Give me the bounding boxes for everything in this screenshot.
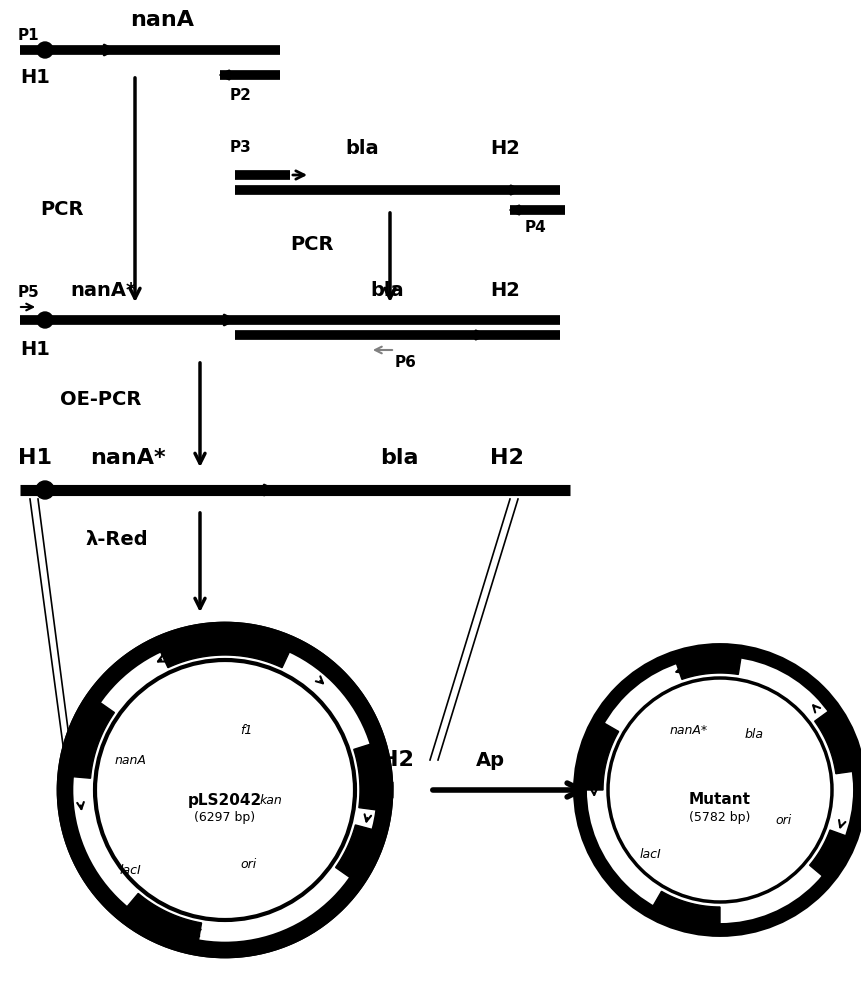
Text: bla: bla bbox=[380, 448, 418, 468]
Text: bla: bla bbox=[370, 281, 404, 300]
Text: P2: P2 bbox=[230, 88, 252, 103]
Text: nanA: nanA bbox=[115, 754, 147, 766]
Text: P6: P6 bbox=[395, 355, 417, 370]
Polygon shape bbox=[71, 701, 115, 778]
Text: Mutant: Mutant bbox=[689, 792, 751, 808]
Text: lacI: lacI bbox=[120, 863, 142, 876]
Text: H2: H2 bbox=[490, 281, 520, 300]
Text: kan: kan bbox=[260, 794, 282, 806]
Text: bla: bla bbox=[345, 139, 379, 158]
Text: H2: H2 bbox=[490, 139, 520, 158]
Polygon shape bbox=[676, 655, 741, 679]
Text: ori: ori bbox=[240, 858, 257, 871]
Polygon shape bbox=[815, 711, 854, 774]
Text: PCR: PCR bbox=[290, 235, 333, 254]
Polygon shape bbox=[809, 830, 847, 877]
Circle shape bbox=[37, 312, 53, 328]
Circle shape bbox=[36, 481, 54, 499]
Text: Ap: Ap bbox=[475, 751, 505, 770]
Text: ori: ori bbox=[775, 814, 791, 826]
Text: P3: P3 bbox=[230, 140, 251, 155]
Polygon shape bbox=[159, 635, 238, 668]
Text: P5: P5 bbox=[18, 285, 40, 300]
Text: pLS2042: pLS2042 bbox=[188, 792, 262, 808]
Text: H2: H2 bbox=[380, 750, 414, 770]
Text: nanA: nanA bbox=[130, 10, 194, 30]
Text: nanA*: nanA* bbox=[70, 281, 136, 300]
Circle shape bbox=[37, 42, 53, 58]
Text: (5782 bp): (5782 bp) bbox=[690, 812, 751, 824]
Text: H1: H1 bbox=[20, 68, 50, 87]
Text: H1: H1 bbox=[18, 448, 52, 468]
Text: H2: H2 bbox=[490, 448, 523, 468]
Polygon shape bbox=[585, 722, 619, 790]
Text: H1: H1 bbox=[20, 340, 50, 359]
Text: f1: f1 bbox=[240, 724, 252, 736]
Polygon shape bbox=[237, 636, 290, 668]
Polygon shape bbox=[126, 893, 201, 943]
Circle shape bbox=[585, 655, 855, 925]
Polygon shape bbox=[336, 825, 375, 879]
Text: P4: P4 bbox=[525, 220, 547, 235]
Text: P1: P1 bbox=[18, 28, 40, 43]
Text: nanA*: nanA* bbox=[670, 724, 708, 736]
Text: lacI: lacI bbox=[640, 848, 662, 861]
Text: λ-Red: λ-Red bbox=[85, 530, 147, 549]
Text: OE-PCR: OE-PCR bbox=[60, 390, 141, 409]
Text: PCR: PCR bbox=[40, 200, 84, 219]
Text: bla: bla bbox=[745, 728, 764, 742]
Polygon shape bbox=[653, 891, 720, 925]
Polygon shape bbox=[354, 743, 380, 810]
Text: (6297 bp): (6297 bp) bbox=[195, 812, 256, 824]
Text: nanA*: nanA* bbox=[90, 448, 165, 468]
Circle shape bbox=[71, 636, 379, 944]
